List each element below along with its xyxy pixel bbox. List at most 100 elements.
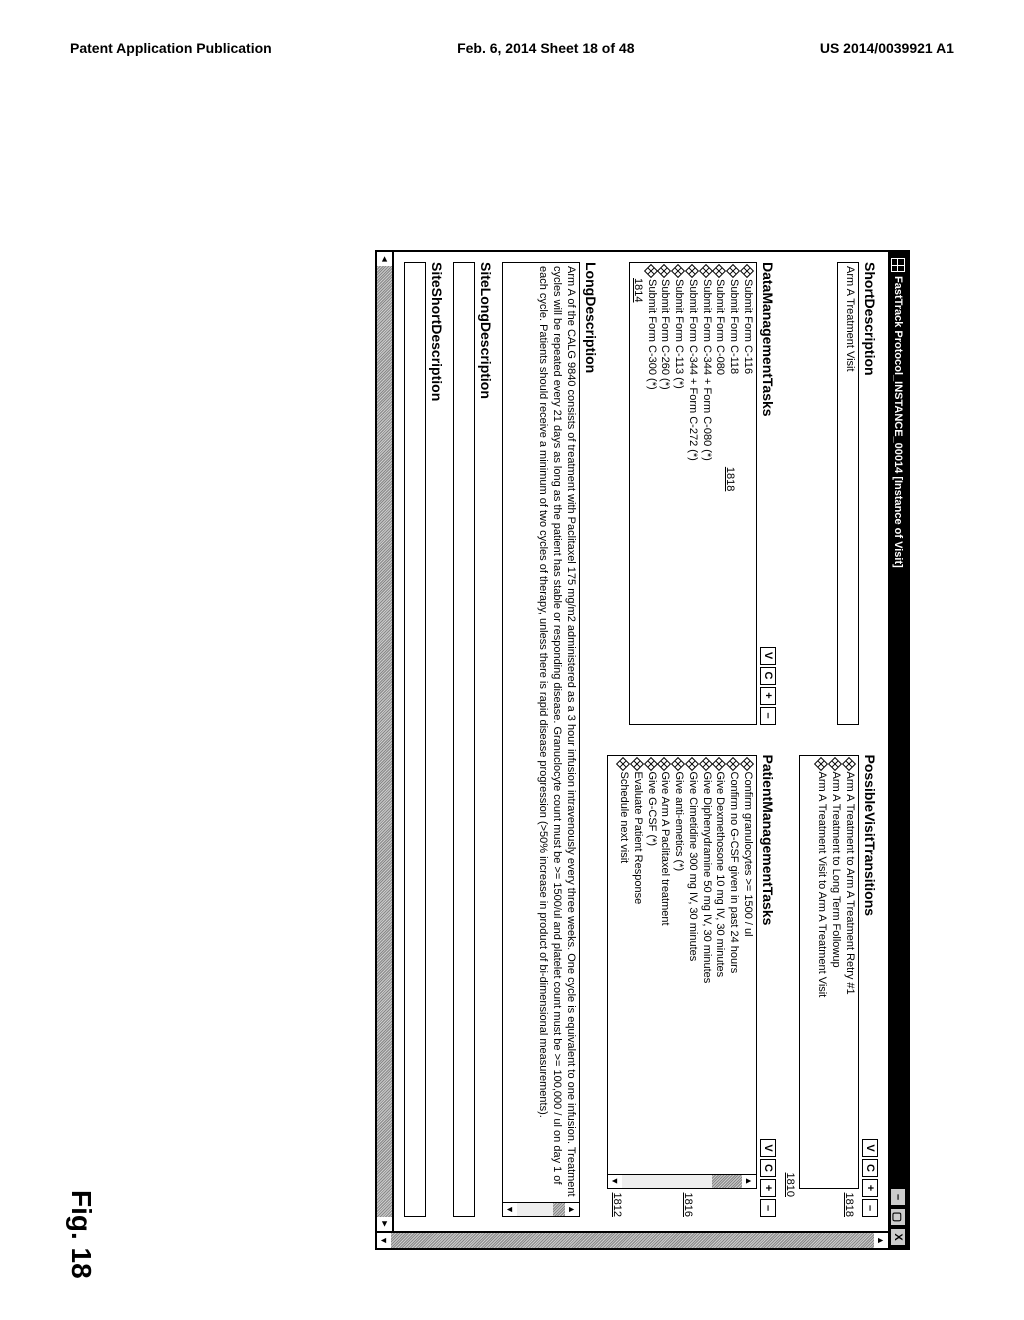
scroll-down-icon[interactable]: ▼ [377,1233,391,1248]
site-short-field[interactable] [404,262,426,1217]
long-description-scrollbar[interactable]: ▲ ▼ [503,1202,579,1216]
list-item[interactable]: Arm A Treatment Visit to Arm A Treatment… [815,759,829,1185]
list-item-label: Give Dexmethosone 10 mg IV, 30 minutes [713,772,727,978]
patient-tasks-v-button[interactable]: V [760,1139,776,1157]
patient-tasks-toolbar: V C + – [760,1139,776,1217]
diamond-icon [814,756,828,770]
list-item[interactable]: Confirm no G-CSF given in past 24 hours [727,759,741,1170]
data-tasks-v-button[interactable]: V [760,647,776,665]
scroll-down-icon[interactable]: ▼ [503,1203,517,1216]
list-item-label: Give G-CSF (*) [644,772,658,847]
transitions-plus-button[interactable]: + [862,1179,878,1197]
window-title: FastTrack Protocol_INSTANCE_00014 [Insta… [892,276,904,568]
transitions-list[interactable]: Arm A Treatment to Arm A Treatment Retry… [799,755,859,1189]
list-item[interactable]: Submit Form C-116 [740,266,754,461]
data-tasks-list[interactable]: Submit Form C-116Submit Form C-118Submit… [629,262,757,725]
close-button[interactable]: X [890,1228,906,1246]
patient-tasks-ref-side: 1816 [682,1193,694,1217]
window-controls: – ▢ X [890,1188,906,1246]
long-description-field[interactable]: Arm A of the CALG 9840 consists of treat… [502,262,580,1217]
patient-tasks-ref-below: 1812 [611,1193,623,1217]
diamond-icon [685,756,699,770]
list-item-label: Submit Form C-116 [740,279,754,374]
scroll-down-icon[interactable]: ▼ [608,1175,622,1188]
titlebar: FastTrack Protocol_INSTANCE_00014 [Insta… [888,252,908,1248]
list-item[interactable]: Confirm granulocytes >= 1500 / ul [740,759,754,1170]
list-item[interactable]: Give Diphenydramine 50 mg IV, 30 minutes [699,759,713,1170]
scroll-track[interactable] [622,1175,712,1188]
diamond-icon [828,756,842,770]
patient-tasks-plus-button[interactable]: + [760,1179,776,1197]
diamond-icon [671,264,685,278]
transitions-v-button[interactable]: V [862,1139,878,1157]
scroll-right-icon[interactable]: ► [378,1217,392,1231]
scroll-thumb[interactable] [553,1203,565,1216]
scroll-up-icon[interactable]: ▲ [874,1233,888,1248]
diamond-icon [657,264,671,278]
list-item[interactable]: Submit Form C-344 + Form C-080 (*) [699,266,713,461]
transitions-toolbar: V C + – [862,1139,878,1217]
transitions-minus-button[interactable]: – [862,1199,878,1217]
list-item[interactable]: Submit Form C-113 (*) [672,266,686,461]
data-tasks-c-button[interactable]: C [760,667,776,685]
patient-tasks-scrollbar[interactable]: ▲ ▼ [608,1174,756,1188]
diamond-icon [842,756,856,770]
data-tasks-minus-button[interactable]: – [760,707,776,725]
header-left: Patent Application Publication [70,40,272,56]
page-header: Patent Application Publication Feb. 6, 2… [0,0,1024,66]
diamond-icon [740,756,754,770]
list-item[interactable]: Submit Form C-344 + Form C-272 (*) [685,266,699,461]
patient-tasks-c-button[interactable]: C [760,1159,776,1177]
data-tasks-plus-button[interactable]: + [760,687,776,705]
list-item[interactable]: Give G-CSF (*) [644,759,658,1170]
list-item[interactable]: Arm A Treatment to Long Term Followup [829,759,843,1185]
header-center: Feb. 6, 2014 Sheet 18 of 48 [457,40,634,56]
list-item[interactable]: Arm A Treatment to Arm A Treatment Retry… [842,759,856,1185]
list-item[interactable]: Submit Form C-080 [713,266,727,461]
diamond-icon [671,756,685,770]
diamond-icon [616,756,630,770]
diamond-icon [699,756,713,770]
scroll-up-icon[interactable]: ▲ [565,1203,579,1216]
list-item-label: Submit Form C-344 + Form C-080 (*) [699,279,713,461]
list-item[interactable]: Give Dexmethosone 10 mg IV, 30 minutes [713,759,727,1170]
figure-label: Fig. 18 [65,1190,97,1279]
diamond-icon [726,756,740,770]
short-description-value: Arm A Treatment Visit [844,266,856,372]
list-item[interactable]: Submit Form C-260 (*) [658,266,672,461]
list-item-label: Confirm granulocytes >= 1500 / ul [740,772,754,937]
list-item-label: Confirm no G-CSF given in past 24 hours [727,772,741,974]
patient-tasks-list[interactable]: Confirm granulocytes >= 1500 / ulConfirm… [607,755,757,1189]
list-item[interactable]: Give Cimetidine 300 mg IV, 30 minutes [685,759,699,1170]
scroll-thumb[interactable] [391,1233,874,1248]
list-item[interactable]: Evaluate Patient Response [630,759,644,1170]
list-item[interactable]: Schedule next visit [617,759,631,1170]
minimize-button[interactable]: – [890,1188,906,1206]
long-description-label: LongDescription [583,262,599,1217]
maximize-button[interactable]: ▢ [890,1208,906,1226]
list-item[interactable]: Submit Form C-300 (*) [644,266,658,461]
list-item[interactable]: Submit Form C-118 [727,266,741,461]
scroll-thumb[interactable] [377,266,392,1217]
long-description-value: Arm A of the CALG 9840 consists of treat… [536,266,577,1198]
list-item-label: Submit Form C-118 [727,279,741,374]
transitions-c-button[interactable]: C [862,1159,878,1177]
data-tasks-label: DataManagementTasks [760,262,776,417]
scroll-left-icon[interactable]: ◄ [378,252,392,266]
header-right: US 2014/0039921 A1 [820,40,954,56]
scroll-up-icon[interactable]: ▲ [742,1175,756,1188]
short-description-field[interactable]: Arm A Treatment Visit [837,262,859,725]
window-scrollbar-v[interactable]: ▲ ▼ [377,1231,888,1248]
scroll-track[interactable] [517,1203,553,1216]
list-item[interactable]: Give Arm A Paclitaxel treatment [658,759,672,1170]
diamond-icon [657,756,671,770]
list-item-label: Give Arm A Paclitaxel treatment [658,772,672,926]
list-item[interactable]: Give anti-emetics (*) [672,759,686,1170]
patient-tasks-minus-button[interactable]: – [760,1199,776,1217]
window-content: ShortDescription Arm A Treatment Visit P… [394,252,888,1227]
patient-tasks-section: PatientManagementTasks V C + – Confirm g… [607,755,776,1218]
list-item-label: Arm A Treatment to Long Term Followup [829,772,843,968]
scroll-thumb[interactable] [712,1175,742,1188]
site-long-field[interactable] [453,262,475,1217]
window-scrollbar-h[interactable]: ◄ ► [377,252,394,1231]
